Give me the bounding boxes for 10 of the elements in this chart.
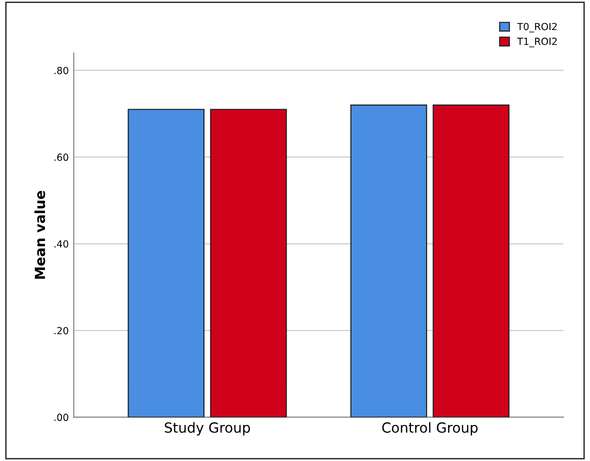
x-tick-label: Study Group <box>164 422 250 436</box>
x-tick-label: Control Group <box>382 422 478 436</box>
y-tick-label: .60 <box>54 154 68 161</box>
y-tick-label: .80 <box>54 66 68 74</box>
y-axis-title: Mean value <box>34 190 46 279</box>
y-tick-label: .00 <box>54 414 68 422</box>
y-tick-label: .20 <box>54 326 68 334</box>
legend-label: T0_ROI2 <box>517 22 557 32</box>
legend-label: T1_ROI2 <box>517 38 557 48</box>
y-tick-label: .40 <box>54 240 68 248</box>
